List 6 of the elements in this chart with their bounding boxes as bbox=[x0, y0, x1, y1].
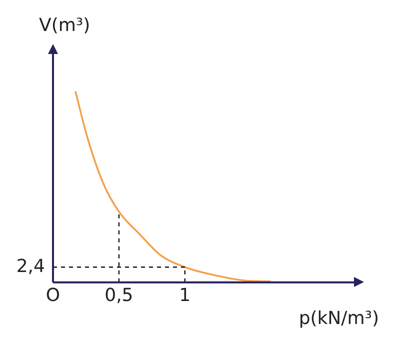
x-tick-label: 1 bbox=[179, 284, 191, 306]
text: 2,4 bbox=[16, 256, 45, 277]
x-tick-label: 0,5 bbox=[104, 284, 134, 306]
x-axis-title: p(kN/m³) bbox=[298, 308, 379, 330]
y-axis-title: V(m³) bbox=[39, 15, 90, 37]
x-tick-label: O bbox=[46, 284, 60, 306]
